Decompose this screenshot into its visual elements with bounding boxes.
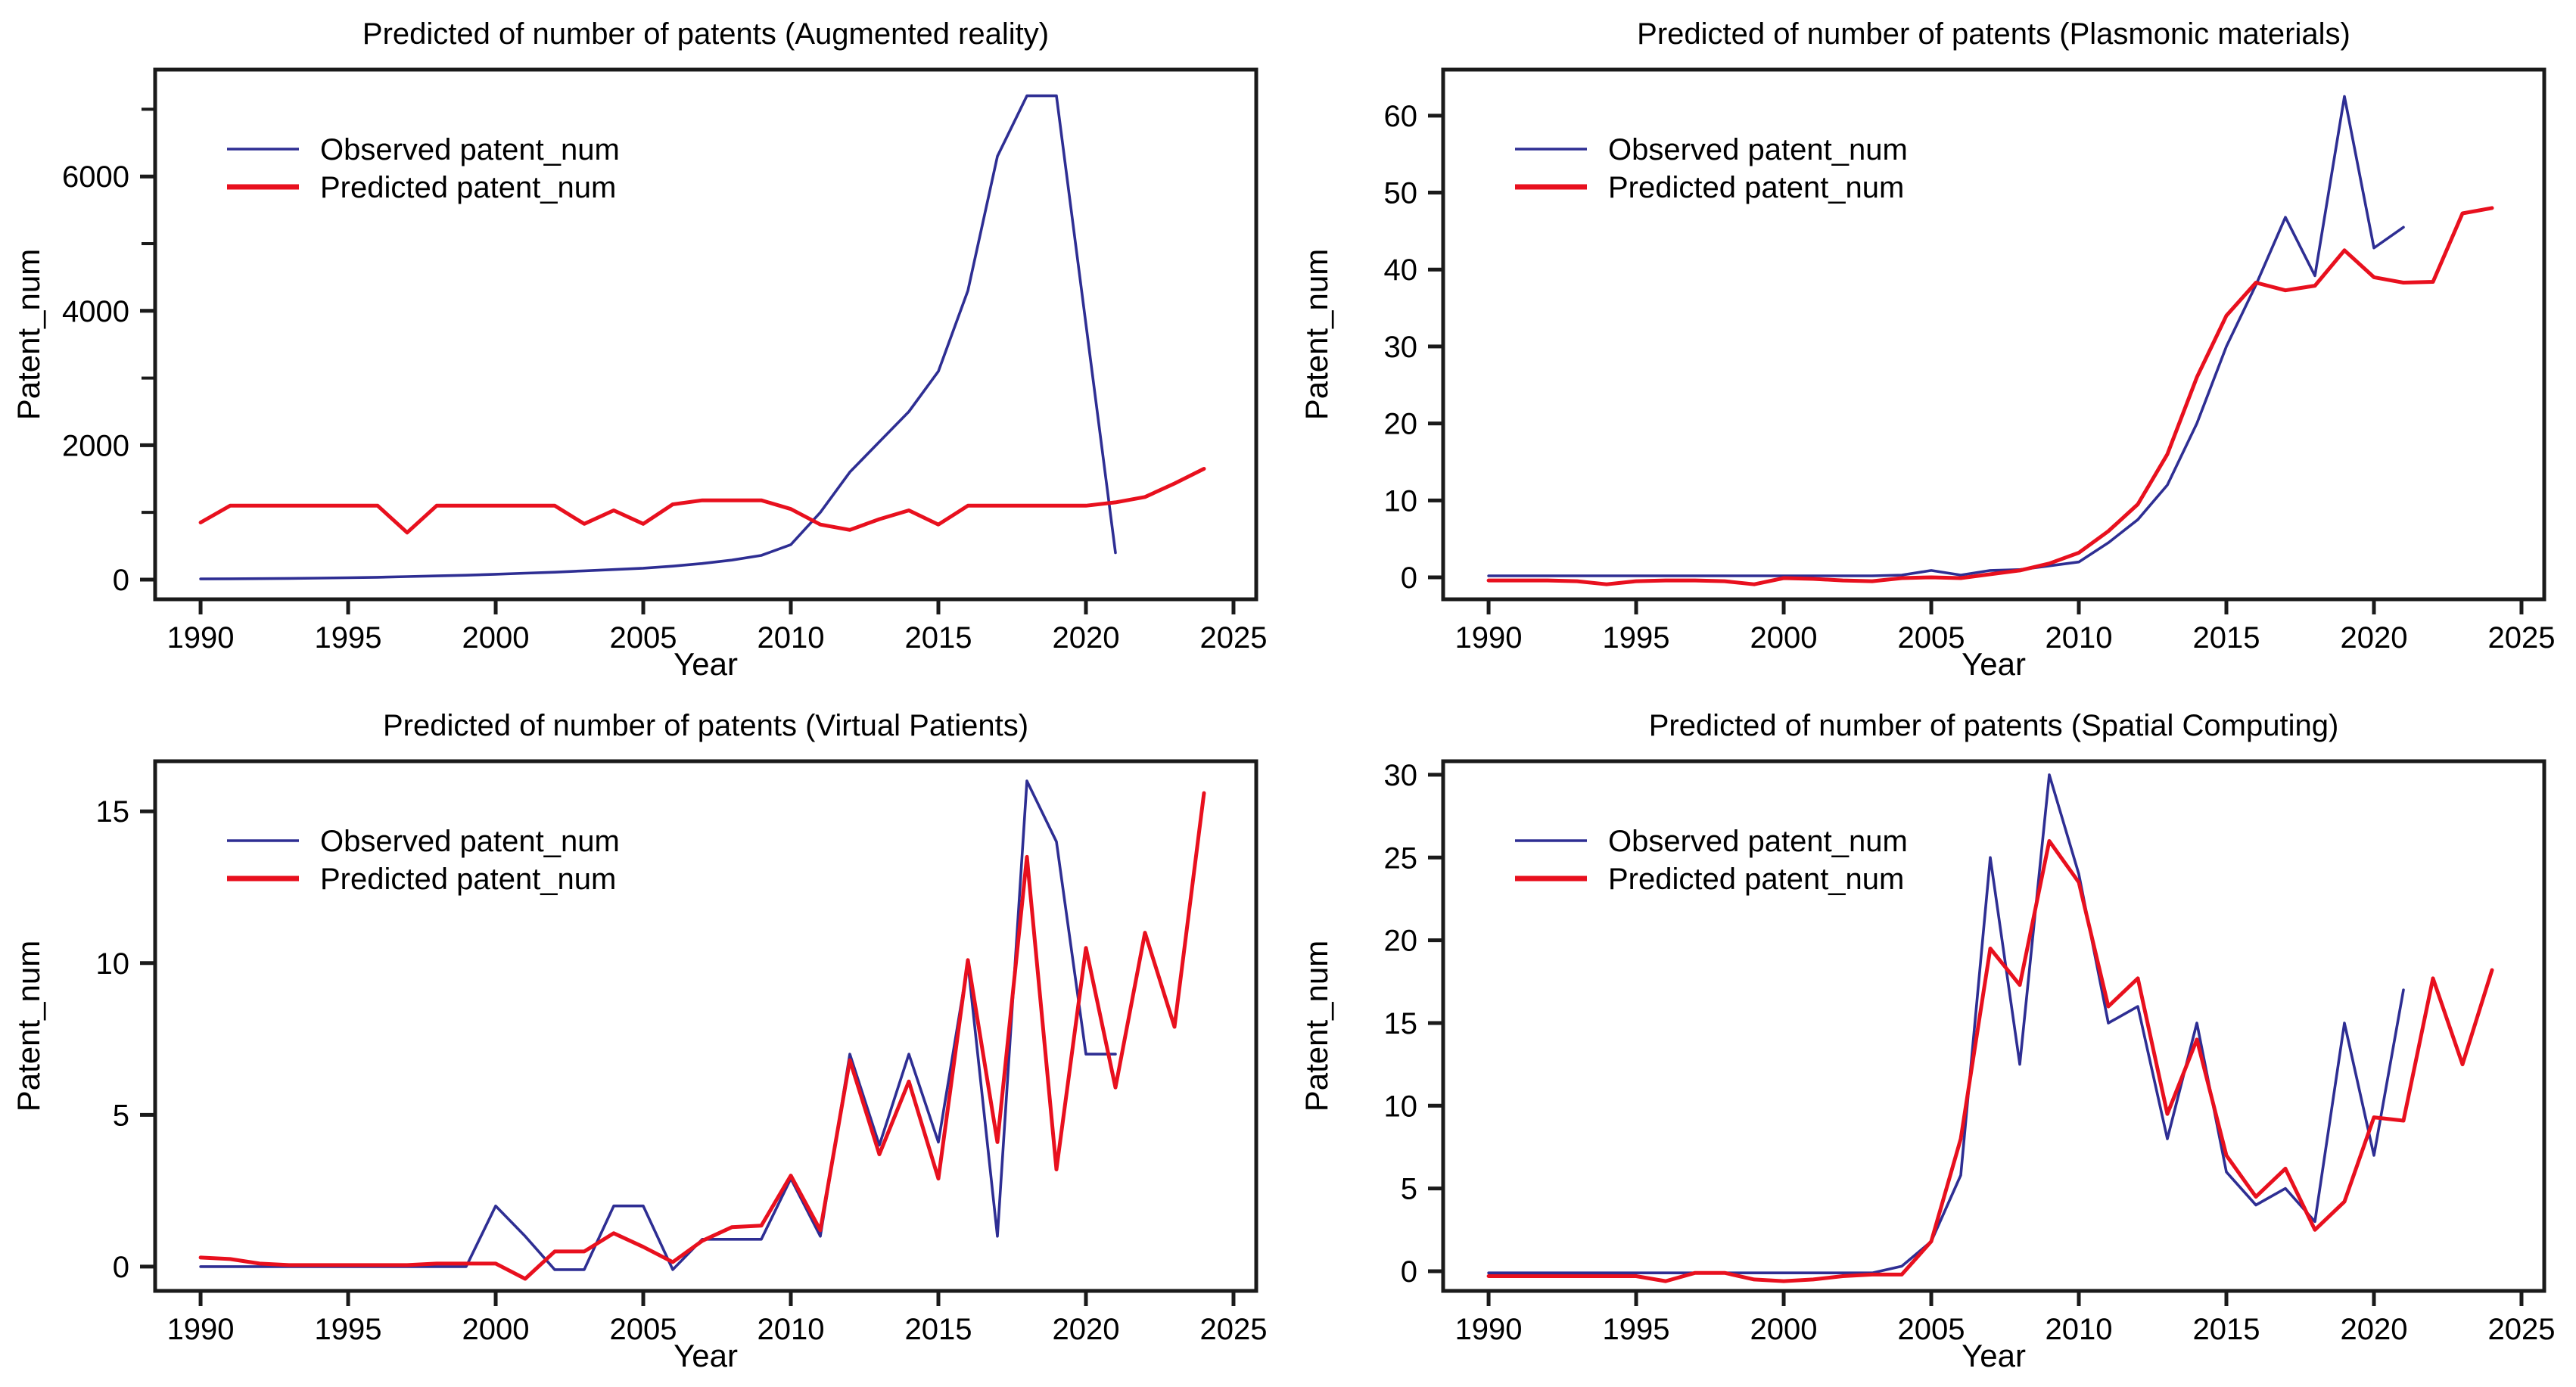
chart-virtual-patients: Predicted of number of patents (Virtual …	[11, 709, 1267, 1373]
x-tick-label: 2015	[2193, 1313, 2260, 1346]
x-tick-label: 1990	[1455, 621, 1523, 655]
plot-border	[1441, 759, 2546, 1293]
y-axis-label: Patent_num	[11, 249, 46, 421]
x-tick-label: 2020	[2340, 1313, 2407, 1346]
y-tick-label: 2000	[62, 429, 129, 462]
x-tick-label: 2025	[2487, 1313, 2555, 1346]
x-tick-label: 2020	[1052, 1313, 1119, 1346]
y-axis-label: Patent_num	[1299, 941, 1334, 1112]
y-axis-label: Patent_num	[1299, 249, 1334, 421]
x-tick-label: 2015	[905, 621, 972, 655]
observed-line	[199, 94, 1117, 580]
x-tick-label: 1990	[1455, 1313, 1523, 1346]
legend-predicted-label: Predicted patent_num	[320, 171, 616, 204]
x-tick-label: 1995	[1603, 1313, 1670, 1346]
x-tick-label: 2015	[2193, 621, 2260, 655]
legend-observed-label: Observed patent_num	[320, 133, 620, 166]
chart-spatial-computing: Predicted of number of patents (Spatial …	[1299, 709, 2555, 1373]
x-tick-label: 2010	[758, 1313, 825, 1346]
x-tick-label: 1990	[167, 621, 235, 655]
panel-spatial-computing: Predicted of number of patents (Spatial …	[1288, 692, 2576, 1383]
legend-observed-label: Observed patent_num	[320, 825, 620, 858]
y-tick-label: 0	[113, 564, 129, 597]
legend-predicted-label: Predicted patent_num	[1608, 171, 1904, 204]
x-tick-label: 1995	[315, 1313, 382, 1346]
x-tick-label: 2015	[905, 1313, 972, 1346]
y-tick-label: 40	[1384, 253, 1418, 287]
y-tick-label: 10	[96, 947, 130, 981]
x-tick-label: 2010	[758, 621, 825, 655]
y-tick-label: 20	[1384, 408, 1418, 441]
plot-border	[153, 67, 1258, 602]
chart-title: Predicted of number of patents (Spatial …	[1649, 709, 2339, 742]
x-tick-label: 2000	[462, 1313, 530, 1346]
x-tick-label: 2025	[2487, 621, 2555, 655]
x-tick-label: 2005	[1898, 621, 1965, 655]
y-tick-label: 0	[113, 1251, 129, 1284]
plot-border	[153, 759, 1258, 1293]
y-tick-label: 15	[1384, 1007, 1418, 1040]
y-tick-label: 10	[1384, 484, 1418, 518]
x-tick-label: 2005	[610, 1313, 677, 1346]
y-tick-label: 5	[1401, 1173, 1417, 1206]
x-axis-label: Year	[1962, 646, 2026, 682]
chart-plasmonic-materials: Predicted of number of patents (Plasmoni…	[1299, 17, 2555, 682]
observed-line	[1487, 773, 2405, 1275]
y-tick-label: 0	[1401, 1255, 1417, 1289]
y-tick-label: 50	[1384, 177, 1418, 210]
chart-title: Predicted of number of patents (Augmente…	[362, 17, 1049, 51]
predicted-line	[1486, 206, 2494, 586]
x-tick-label: 1995	[1603, 621, 1670, 655]
chart-title: Predicted of number of patents (Plasmoni…	[1637, 17, 2350, 51]
x-axis-label: Year	[674, 646, 738, 682]
y-tick-label: 30	[1384, 331, 1418, 364]
predicted-line	[1486, 838, 2494, 1283]
x-tick-label: 2010	[2046, 1313, 2113, 1346]
observed-line	[1487, 95, 2405, 577]
x-tick-label: 1990	[167, 1313, 235, 1346]
legend-observed-label: Observed patent_num	[1608, 825, 1908, 858]
y-tick-label: 60	[1384, 100, 1418, 133]
y-tick-label: 4000	[62, 295, 129, 328]
y-tick-label: 10	[1384, 1090, 1418, 1123]
x-axis-label: Year	[674, 1338, 738, 1373]
panel-plasmonic-materials: Predicted of number of patents (Plasmoni…	[1288, 0, 2576, 692]
legend-predicted-label: Predicted patent_num	[320, 863, 616, 896]
chart-title: Predicted of number of patents (Virtual …	[383, 709, 1028, 742]
legend-predicted-label: Predicted patent_num	[1608, 863, 1904, 896]
x-tick-label: 1995	[315, 621, 382, 655]
y-axis-label: Patent_num	[11, 941, 46, 1112]
x-axis-label: Year	[1962, 1338, 2026, 1373]
plot-border	[1441, 67, 2546, 602]
y-tick-label: 15	[96, 795, 130, 829]
x-tick-label: 2000	[462, 621, 530, 655]
x-tick-label: 2005	[610, 621, 677, 655]
y-tick-label: 30	[1384, 759, 1418, 792]
x-tick-label: 2025	[1199, 1313, 1267, 1346]
x-tick-label: 2025	[1199, 621, 1267, 655]
x-tick-label: 2010	[2046, 621, 2113, 655]
predicted-line	[198, 791, 1206, 1281]
y-tick-label: 0	[1401, 561, 1417, 595]
x-tick-label: 2020	[2340, 621, 2407, 655]
y-tick-label: 5	[113, 1099, 129, 1132]
chart-augmented-reality: Predicted of number of patents (Augmente…	[11, 17, 1267, 682]
y-tick-label: 25	[1384, 841, 1418, 875]
panel-augmented-reality: Predicted of number of patents (Augmente…	[0, 0, 1288, 692]
x-tick-label: 2000	[1750, 1313, 1818, 1346]
x-tick-label: 2000	[1750, 621, 1818, 655]
x-tick-label: 2005	[1898, 1313, 1965, 1346]
y-tick-label: 20	[1384, 925, 1418, 958]
legend-observed-label: Observed patent_num	[1608, 133, 1908, 166]
y-tick-label: 6000	[62, 160, 129, 194]
panel-virtual-patients: Predicted of number of patents (Virtual …	[0, 692, 1288, 1383]
x-tick-label: 2020	[1052, 621, 1119, 655]
predicted-line	[198, 467, 1206, 535]
